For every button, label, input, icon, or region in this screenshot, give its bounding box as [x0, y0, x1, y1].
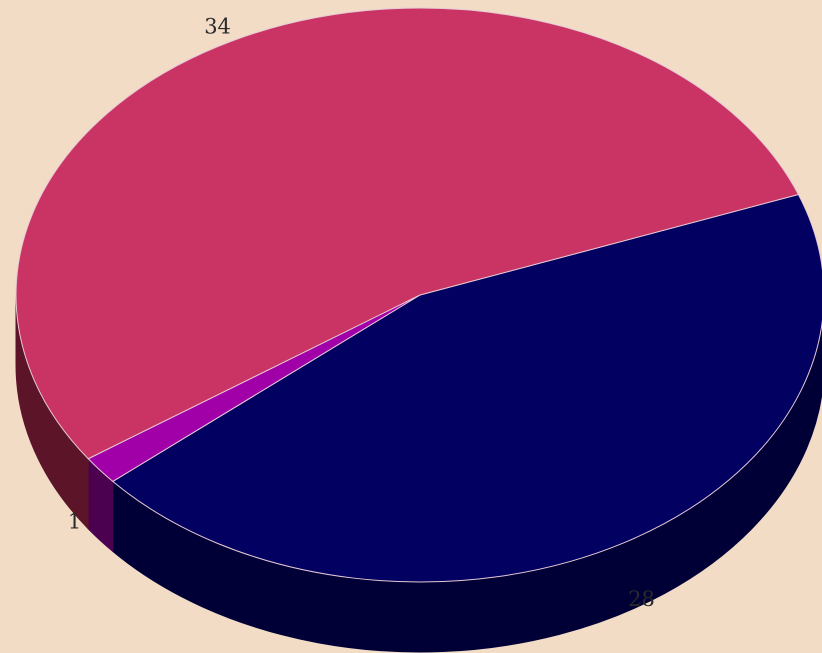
- data-label-1: 1: [68, 509, 81, 533]
- slice-34: [15, 7, 799, 460]
- data-labels: 28 1 34: [68, 15, 655, 612]
- slice-tops: [15, 7, 822, 583]
- data-label-34: 34: [204, 15, 231, 39]
- data-label-28: 28: [628, 587, 655, 611]
- slice-sides: [15, 294, 822, 653]
- slice-28: [112, 193, 822, 583]
